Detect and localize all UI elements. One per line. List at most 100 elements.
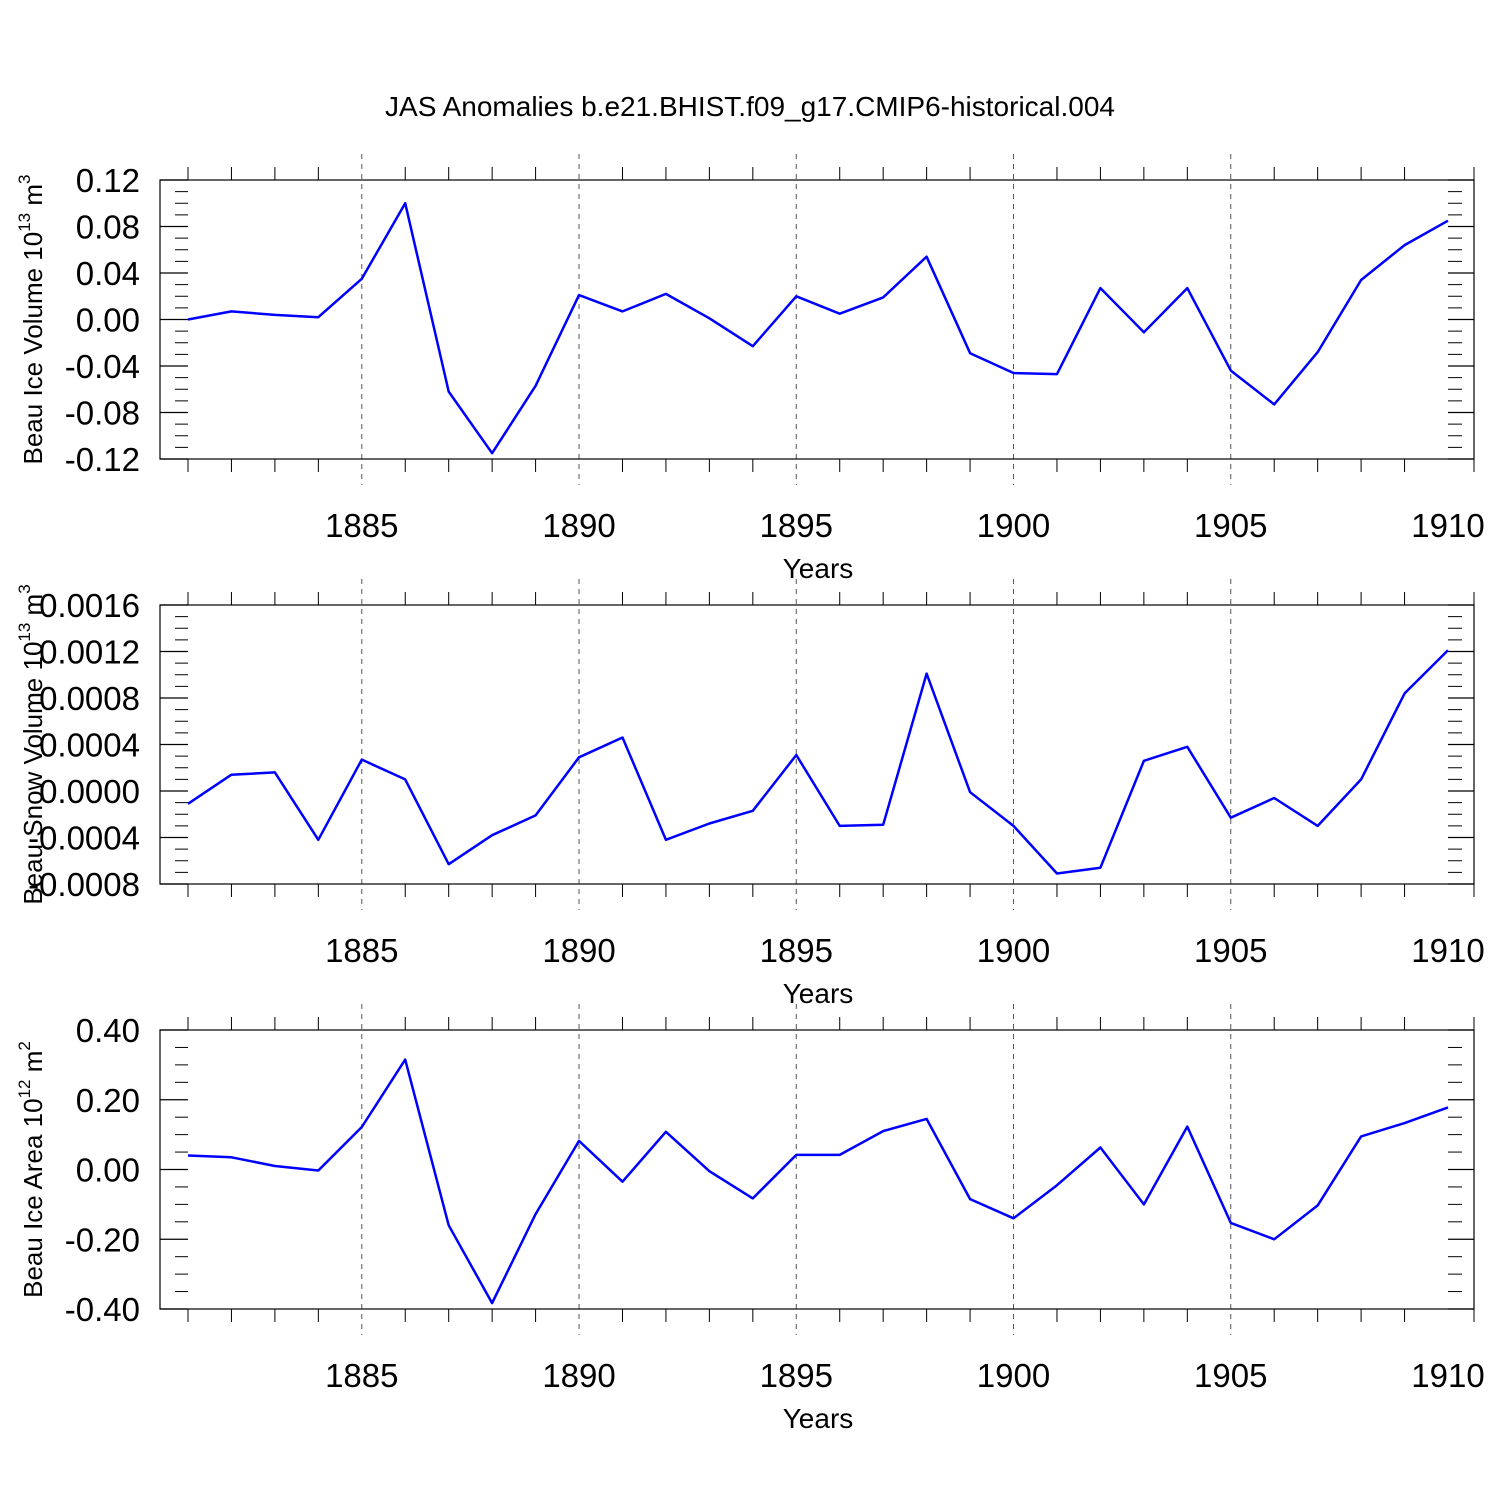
y-tick-label: -0.08 bbox=[65, 395, 140, 432]
axes-frame bbox=[159, 179, 1475, 460]
data-point bbox=[1359, 777, 1363, 781]
data-point bbox=[968, 790, 972, 794]
data-point bbox=[751, 1196, 755, 1200]
data-point bbox=[1272, 1237, 1276, 1241]
x-tick-label: 1885 bbox=[325, 507, 398, 544]
data-point bbox=[707, 1169, 711, 1173]
y-tick-label: -0.0008 bbox=[28, 866, 140, 903]
data-point bbox=[360, 758, 364, 762]
data-point bbox=[273, 770, 277, 774]
data-point bbox=[1229, 816, 1233, 820]
y-axis-label-exponent: 13 bbox=[15, 623, 34, 642]
data-point bbox=[360, 277, 364, 281]
data-point bbox=[794, 753, 798, 757]
data-point bbox=[1142, 759, 1146, 763]
data-point bbox=[881, 823, 885, 827]
x-tick-label: 1905 bbox=[1194, 1357, 1267, 1394]
x-tick-label: 1890 bbox=[542, 507, 615, 544]
y-tick-label: 0.08 bbox=[76, 209, 140, 246]
x-tick-label: 1910 bbox=[1411, 932, 1484, 969]
y-axis-label-unit: m bbox=[18, 184, 48, 213]
x-tick-label: 1905 bbox=[1194, 932, 1267, 969]
y-axis-label-text: Beau Snow Volume 10 bbox=[18, 642, 48, 905]
data-point bbox=[1142, 1202, 1146, 1206]
data-point bbox=[838, 1153, 842, 1157]
figure-title: JAS Anomalies b.e21.BHIST.f09_g17.CMIP6-… bbox=[385, 91, 1115, 122]
data-point bbox=[925, 1117, 929, 1121]
data-point bbox=[1098, 866, 1102, 870]
data-point bbox=[968, 351, 972, 355]
y-axis-label: Beau Snow Volume 1013 m3 bbox=[15, 584, 48, 904]
y-tick-label: 0.0012 bbox=[39, 634, 140, 671]
data-point bbox=[273, 313, 277, 317]
data-point bbox=[1403, 1121, 1407, 1125]
data-point bbox=[1055, 372, 1059, 376]
y-tick-label: 0.00 bbox=[76, 1152, 140, 1189]
data-point bbox=[316, 1169, 320, 1173]
axes-frame bbox=[159, 1029, 1475, 1310]
data-point bbox=[490, 833, 494, 837]
data-point bbox=[403, 1058, 407, 1062]
y-tick-label: 0.40 bbox=[76, 1012, 140, 1049]
data-point bbox=[794, 294, 798, 298]
data-point bbox=[1316, 824, 1320, 828]
data-point bbox=[925, 255, 929, 259]
series-line bbox=[187, 649, 1449, 875]
data-point bbox=[447, 1223, 451, 1227]
data-point bbox=[186, 1154, 190, 1158]
panels: 0.12 0.08 0.04 0.00 -0.04 -0.08 -0.12 1885 1890 1… bbox=[15, 154, 1485, 1434]
data-point bbox=[577, 1139, 581, 1143]
y-axis-label-unit: m bbox=[18, 594, 48, 623]
data-point bbox=[1012, 371, 1016, 375]
y-tick-label: -0.04 bbox=[65, 348, 140, 385]
y-tick-label: 0.0000 bbox=[39, 773, 140, 810]
data-point bbox=[229, 1155, 233, 1159]
x-tick-label: 1895 bbox=[760, 932, 833, 969]
data-point bbox=[490, 1301, 494, 1305]
x-tick-label: 1910 bbox=[1411, 507, 1484, 544]
data-point bbox=[1272, 402, 1276, 406]
y-axis-label-unit-exponent: 2 bbox=[15, 1041, 34, 1050]
y-axis-label-unit-exponent: 3 bbox=[15, 175, 34, 184]
data-point bbox=[1229, 1221, 1233, 1225]
data-point bbox=[1055, 1183, 1059, 1187]
data-point bbox=[1012, 824, 1016, 828]
data-point bbox=[1359, 1134, 1363, 1138]
y-tick-label: 0.04 bbox=[76, 255, 140, 292]
data-point bbox=[447, 862, 451, 866]
data-point bbox=[360, 1125, 364, 1129]
data-point bbox=[1316, 1203, 1320, 1207]
data-point bbox=[838, 824, 842, 828]
data-point bbox=[1098, 1146, 1102, 1150]
data-point bbox=[1055, 872, 1059, 876]
x-tick-label: 1890 bbox=[542, 1357, 615, 1394]
data-point bbox=[577, 755, 581, 759]
chart-panel-1: 0.12 0.08 0.04 0.00 -0.04 -0.08 -0.12 1885 1890 1… bbox=[15, 154, 1485, 584]
data-point bbox=[229, 773, 233, 777]
y-axis-label-text: Beau Ice Area 10 bbox=[18, 1098, 48, 1297]
data-point bbox=[534, 813, 538, 817]
data-point bbox=[316, 315, 320, 319]
data-point bbox=[664, 838, 668, 842]
chart-panel-2: 0.0016 0.0012 0.0008 0.0004 0.0000 -0.0004 -0.… bbox=[15, 579, 1485, 1009]
data-point bbox=[273, 1164, 277, 1168]
data-point bbox=[751, 809, 755, 813]
y-axis-label: Beau Ice Volume 1013 m3 bbox=[15, 175, 48, 465]
series-line bbox=[187, 1058, 1449, 1305]
data-point bbox=[186, 318, 190, 322]
x-tick-label: 1900 bbox=[977, 507, 1050, 544]
axes-frame bbox=[159, 604, 1475, 885]
x-tick-label: 1905 bbox=[1194, 507, 1267, 544]
data-point bbox=[1185, 286, 1189, 290]
data-point bbox=[1403, 243, 1407, 247]
y-tick-label: -0.0004 bbox=[28, 820, 140, 857]
y-tick-label: -0.20 bbox=[65, 1221, 140, 1258]
data-point bbox=[1098, 286, 1102, 290]
data-point bbox=[1272, 796, 1276, 800]
y-axis-label-text: Beau Ice Volume 10 bbox=[18, 232, 48, 465]
data-point bbox=[447, 390, 451, 394]
x-tick-label: 1885 bbox=[325, 932, 398, 969]
y-tick-label: 0.20 bbox=[76, 1082, 140, 1119]
x-axis-label: Years bbox=[783, 1403, 854, 1434]
